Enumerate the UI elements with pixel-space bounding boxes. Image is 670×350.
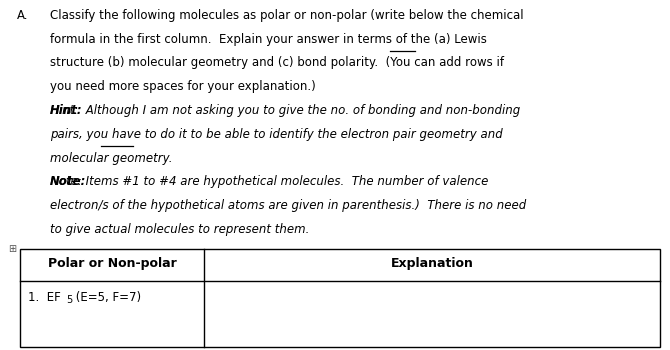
Text: ⊞: ⊞	[8, 244, 16, 254]
Text: Explanation: Explanation	[391, 257, 474, 270]
Text: (E=5, F=7): (E=5, F=7)	[72, 291, 141, 304]
Text: Hint:  Although I am not asking you to give the no. of bonding and non-bonding: Hint: Although I am not asking you to gi…	[50, 104, 521, 117]
Text: molecular geometry.: molecular geometry.	[50, 152, 173, 164]
Text: Note: Items #1 to #4 are hypothetical molecules.  The number of valence: Note: Items #1 to #4 are hypothetical mo…	[50, 175, 488, 188]
Text: to give actual molecules to represent them.: to give actual molecules to represent th…	[50, 223, 310, 236]
Text: you need more spaces for your explanation.): you need more spaces for your explanatio…	[50, 80, 316, 93]
Text: Note:: Note:	[50, 175, 86, 188]
Text: formula in the first column.  Explain your answer in terms of the (a) Lewis: formula in the first column. Explain you…	[50, 33, 487, 46]
Text: 5: 5	[66, 295, 72, 305]
Text: structure (b) molecular geometry and (c) bond polarity.  (You can add rows if: structure (b) molecular geometry and (c)…	[50, 56, 505, 69]
Text: Polar or Non-polar: Polar or Non-polar	[48, 257, 177, 270]
Text: electron/s of the hypothetical atoms are given in parenthesis.)  There is no nee: electron/s of the hypothetical atoms are…	[50, 199, 527, 212]
Text: Hint:: Hint:	[50, 104, 83, 117]
Text: Classify the following molecules as polar or non-polar (write below the chemical: Classify the following molecules as pola…	[50, 9, 524, 22]
Text: 1.  EF: 1. EF	[28, 291, 61, 304]
Text: pairs, you have to do it to be able to identify the electron pair geometry and: pairs, you have to do it to be able to i…	[50, 128, 503, 141]
Text: A.: A.	[17, 9, 28, 22]
